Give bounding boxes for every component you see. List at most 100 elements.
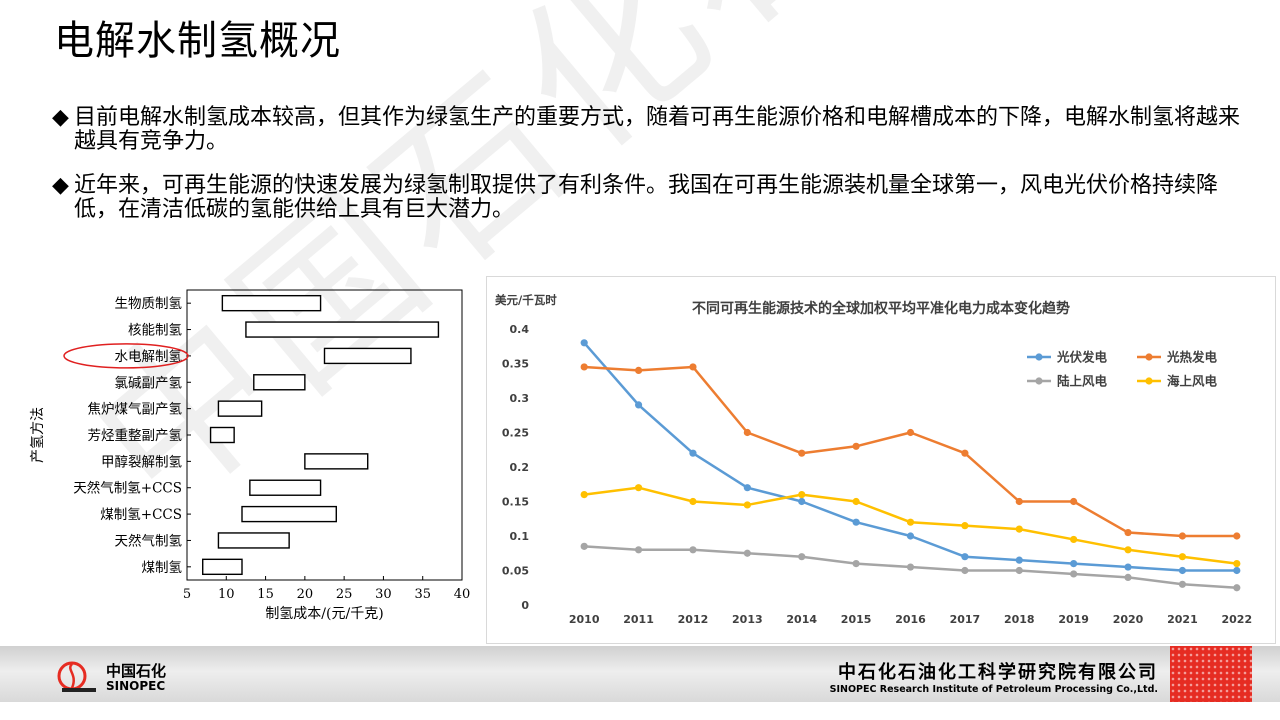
y-tick-label: 0.05 — [502, 565, 529, 578]
data-point-onshore — [961, 566, 969, 575]
category-label: 甲醇裂解制氢 — [101, 453, 182, 470]
data-point-offshore — [1124, 546, 1132, 554]
data-point-offshore — [634, 484, 643, 492]
data-point-offshore — [1070, 535, 1078, 544]
x-tick-label: 2014 — [786, 613, 817, 626]
category-label: 煤制氢+CCS — [100, 507, 182, 523]
bullet-text: 目前电解水制氢成本较高，但其作为绿氢生产的重要方式，随着可再生能源价格和电解槽成… — [74, 105, 1241, 154]
data-point-csp — [634, 366, 643, 374]
category-label: 天然气制氢+CCS — [73, 480, 182, 497]
x-tick-label: 35 — [414, 587, 431, 602]
category-label: 核能制氢 — [128, 323, 182, 339]
data-point-csp — [1124, 528, 1132, 537]
y-tick-label: 0.4 — [510, 323, 530, 336]
category-label: 煤制氢 — [142, 560, 183, 576]
data-point-offshore — [798, 491, 806, 499]
x-axis-title: 制氢成本/(元/千克) — [265, 606, 383, 622]
data-point-onshore — [1070, 570, 1078, 578]
x-tick-label: 2017 — [950, 613, 981, 626]
category-label: 生物质制氢 — [115, 296, 183, 312]
x-tick-label: 25 — [336, 587, 353, 602]
x-tick-label: 2011 — [623, 613, 654, 626]
x-tick-label: 2021 — [1167, 613, 1198, 626]
hydrogen-cost-range-chart: 5 10 15 20 25 30 35 40 生物质制氢核能制氢水电解制氢氯碱副产氢焦炉煤气副产… — [30, 289, 470, 622]
data-point-offshore — [1015, 525, 1023, 533]
legend-label-pv: 光伏发电 — [1056, 350, 1108, 365]
data-point-pv — [852, 518, 860, 526]
slide-title: 电解水制氢概况 — [54, 18, 341, 64]
y-tick-label: 0.3 — [510, 392, 530, 405]
data-point-onshore — [634, 546, 643, 554]
data-point-csp — [743, 428, 751, 437]
x-tick-label: 2019 — [1058, 613, 1089, 626]
footer-bar: 中国石化 SINOPEC 中石化石油化工科学研究院有限公司 SINOPEC Re… — [0, 646, 1280, 702]
legend-label-offshore: 海上风电 — [1167, 374, 1218, 389]
bullet-item: ◆ 目前电解水制氢成本较高，但其作为绿氢生产的重要方式，随着可再生能源价格和电解… — [52, 106, 1252, 154]
cost-range-bar — [323, 347, 412, 365]
organization-chinese-name: 中石化石油化工科学研究院有限公司 — [838, 662, 1158, 683]
lcoe-trend-line-chart: 不同可再生能源技术的全球加权平均平准化电力成本变化趋势 美元/千瓦时 0 0.05 0.… — [486, 276, 1276, 644]
data-point-offshore — [689, 497, 697, 506]
data-point-offshore — [743, 501, 751, 509]
data-point-csp — [961, 449, 969, 457]
data-point-pv — [689, 449, 697, 457]
legend-marker-onshore — [1035, 377, 1043, 385]
data-point-csp — [1178, 532, 1187, 540]
diamond-bullet-icon: ◆ — [52, 105, 69, 130]
data-point-csp — [852, 442, 860, 450]
y-axis-title: 产氢方法 — [30, 407, 46, 463]
y-tick-label: 0 — [521, 599, 529, 612]
data-point-pv — [1070, 560, 1078, 568]
cost-range-bar — [253, 374, 306, 391]
cost-range-bar — [241, 505, 337, 523]
y-tick-label: 0.2 — [510, 461, 530, 474]
y-tick-label: 0.25 — [502, 427, 529, 440]
data-point-pv — [1124, 563, 1132, 571]
data-point-pv — [634, 401, 643, 409]
cost-range-bar — [217, 400, 263, 417]
chart-title: 不同可再生能源技术的全球加权平均平准化电力成本变化趋势 — [692, 300, 1070, 317]
highlight-ellipse — [63, 343, 189, 369]
red-dotted-block — [1170, 646, 1252, 702]
organization-english-name: SINOPEC Research Institute of Petroleum … — [829, 684, 1158, 695]
y-tick-label: 0.1 — [510, 530, 530, 543]
series-line-csp — [584, 365, 1237, 538]
y-axis-unit: 美元/千瓦时 — [495, 293, 557, 307]
data-point-pv — [798, 497, 806, 506]
x-tick-label: 30 — [375, 587, 392, 602]
legend-marker-csp — [1145, 353, 1153, 361]
logo-chinese-text: 中国石化 — [106, 662, 167, 680]
cost-range-bar — [245, 321, 440, 338]
diamond-bullet-icon: ◆ — [52, 173, 69, 198]
data-point-onshore — [1124, 573, 1132, 581]
data-point-offshore — [580, 491, 588, 499]
cost-range-bar — [202, 558, 243, 576]
data-point-offshore — [961, 522, 969, 530]
data-point-pv — [1015, 556, 1023, 564]
data-point-csp — [580, 363, 588, 371]
sinopec-logo-icon — [57, 661, 96, 692]
data-point-offshore — [906, 518, 915, 526]
data-point-onshore — [1015, 566, 1023, 575]
data-point-pv — [580, 339, 588, 347]
data-point-onshore — [1178, 580, 1187, 588]
data-point-pv — [961, 553, 969, 561]
cost-range-bar — [221, 294, 322, 312]
cost-range-bar — [209, 426, 235, 444]
legend-label-onshore: 陆上风电 — [1057, 374, 1108, 389]
x-tick-label: 10 — [218, 587, 235, 602]
data-point-offshore — [1178, 553, 1187, 561]
x-tick-label: 2016 — [895, 613, 926, 626]
data-point-onshore — [689, 546, 697, 554]
data-point-csp — [1233, 532, 1241, 540]
x-tick-label: 2012 — [678, 613, 709, 626]
y-tick-label: 0.15 — [502, 496, 529, 509]
category-label: 氯碱副产氢 — [115, 375, 183, 391]
logo-english-text: SINOPEC — [106, 679, 166, 693]
data-point-offshore — [1233, 560, 1241, 568]
category-label: 芳烃重整副产氢 — [88, 428, 183, 444]
bullet-text: 近年来，可再生能源的快速发展为绿氢制取提供了有利条件。我国在可再生能源装机量全球… — [74, 173, 1219, 222]
category-label: 水电解制氢 — [115, 349, 183, 365]
data-point-pv — [1233, 566, 1241, 575]
cost-range-bar — [249, 479, 322, 496]
